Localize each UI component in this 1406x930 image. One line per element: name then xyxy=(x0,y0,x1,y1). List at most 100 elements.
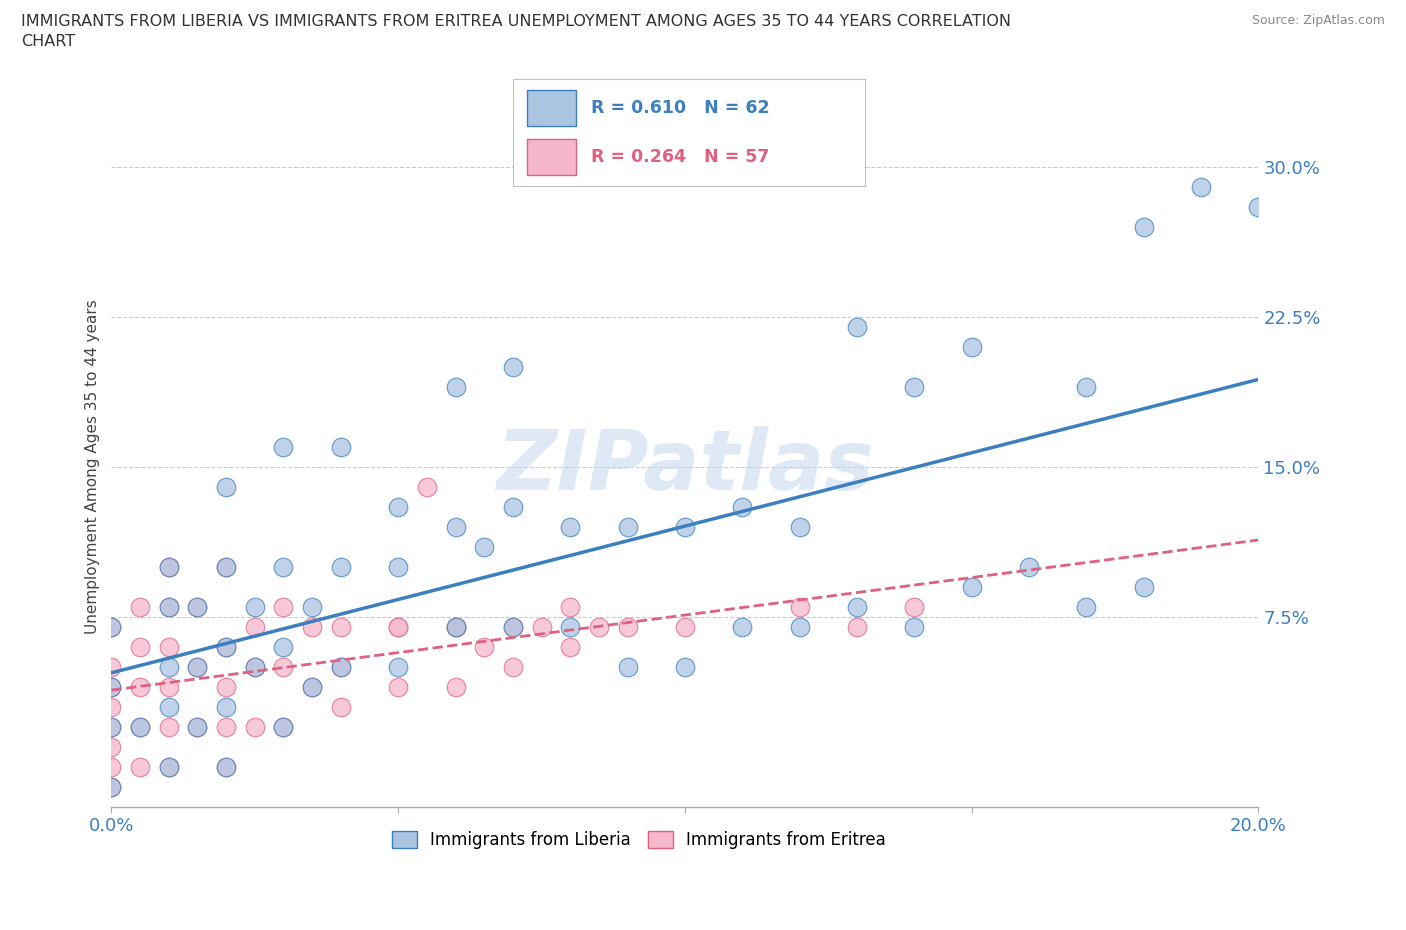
Point xyxy=(301,619,323,634)
Point xyxy=(789,519,811,534)
Point xyxy=(502,359,524,374)
Point xyxy=(530,619,553,634)
Point xyxy=(846,319,869,334)
Point xyxy=(157,599,180,614)
Point xyxy=(100,719,122,734)
Point xyxy=(960,339,983,354)
Point xyxy=(100,619,122,634)
Point xyxy=(215,719,238,734)
Point xyxy=(444,519,467,534)
FancyBboxPatch shape xyxy=(527,90,576,126)
Point xyxy=(560,619,582,634)
Point xyxy=(472,539,495,554)
Legend: Immigrants from Liberia, Immigrants from Eritrea: Immigrants from Liberia, Immigrants from… xyxy=(385,825,893,857)
Text: R = 0.610   N = 62: R = 0.610 N = 62 xyxy=(591,99,769,117)
Point xyxy=(157,559,180,574)
Point xyxy=(387,659,409,674)
Point xyxy=(129,759,152,774)
Point xyxy=(444,619,467,634)
Point xyxy=(502,659,524,674)
Point xyxy=(960,579,983,594)
Point xyxy=(387,619,409,634)
Point xyxy=(616,619,638,634)
Point xyxy=(1076,599,1098,614)
Point xyxy=(157,759,180,774)
Point xyxy=(502,619,524,634)
Point xyxy=(1018,559,1040,574)
Point xyxy=(186,599,208,614)
Point xyxy=(100,779,122,794)
Point xyxy=(387,679,409,694)
Text: ZIPatlas: ZIPatlas xyxy=(496,426,875,507)
Point xyxy=(329,699,352,714)
Point xyxy=(731,499,754,514)
Point xyxy=(273,659,295,674)
Point xyxy=(1132,219,1154,234)
Point xyxy=(560,519,582,534)
Point xyxy=(903,619,925,634)
Text: R = 0.264   N = 57: R = 0.264 N = 57 xyxy=(591,148,769,166)
Point xyxy=(100,679,122,694)
Point xyxy=(673,519,696,534)
Point xyxy=(616,519,638,534)
Point xyxy=(387,559,409,574)
Point xyxy=(416,479,439,494)
Point xyxy=(157,559,180,574)
Point xyxy=(329,619,352,634)
Point xyxy=(273,719,295,734)
Point xyxy=(186,659,208,674)
Point xyxy=(129,719,152,734)
Point xyxy=(215,699,238,714)
Point xyxy=(673,619,696,634)
Point xyxy=(444,619,467,634)
Point xyxy=(444,679,467,694)
Point xyxy=(186,719,208,734)
Point xyxy=(186,719,208,734)
Point xyxy=(846,619,869,634)
Point xyxy=(100,659,122,674)
Point xyxy=(789,599,811,614)
Point xyxy=(444,619,467,634)
Point xyxy=(273,559,295,574)
Point xyxy=(560,639,582,654)
Point xyxy=(273,639,295,654)
Point xyxy=(186,659,208,674)
Point xyxy=(215,679,238,694)
Point xyxy=(502,619,524,634)
Point xyxy=(215,639,238,654)
Point xyxy=(846,599,869,614)
Point xyxy=(502,499,524,514)
Point xyxy=(560,599,582,614)
Point xyxy=(129,719,152,734)
Point xyxy=(301,679,323,694)
Point xyxy=(329,439,352,454)
Point xyxy=(215,559,238,574)
Point xyxy=(616,659,638,674)
Point xyxy=(329,559,352,574)
Point xyxy=(243,619,266,634)
Point xyxy=(157,639,180,654)
Text: IMMIGRANTS FROM LIBERIA VS IMMIGRANTS FROM ERITREA UNEMPLOYMENT AMONG AGES 35 TO: IMMIGRANTS FROM LIBERIA VS IMMIGRANTS FR… xyxy=(21,14,1011,48)
Point xyxy=(100,739,122,754)
FancyBboxPatch shape xyxy=(527,139,576,175)
Point xyxy=(186,599,208,614)
Point xyxy=(215,759,238,774)
Point xyxy=(387,619,409,634)
Point xyxy=(215,559,238,574)
Point xyxy=(100,759,122,774)
Point xyxy=(588,619,610,634)
Point xyxy=(301,679,323,694)
Point xyxy=(129,679,152,694)
Point xyxy=(157,679,180,694)
Point xyxy=(215,639,238,654)
Point xyxy=(472,639,495,654)
Y-axis label: Unemployment Among Ages 35 to 44 years: Unemployment Among Ages 35 to 44 years xyxy=(86,299,100,634)
Point xyxy=(215,479,238,494)
Point xyxy=(100,719,122,734)
Point xyxy=(129,639,152,654)
Point xyxy=(129,599,152,614)
Point xyxy=(1132,579,1154,594)
Point xyxy=(100,699,122,714)
Point xyxy=(1076,379,1098,394)
Point xyxy=(903,599,925,614)
